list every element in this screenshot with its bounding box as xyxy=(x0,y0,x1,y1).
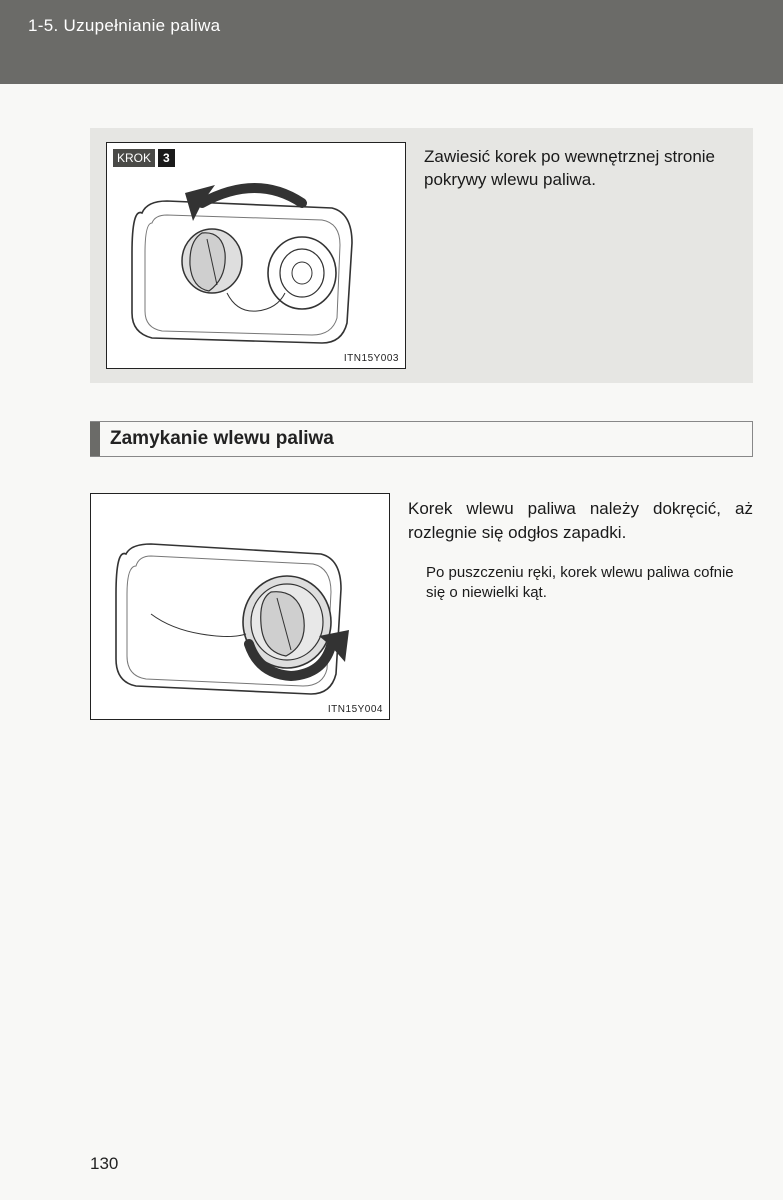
section-header: 1-5. Uzupełnianie paliwa xyxy=(0,0,783,84)
closing-main-text: Korek wlewu paliwa należy do­kręcić, aż … xyxy=(408,497,753,545)
step-badge-label: KROK xyxy=(113,149,155,167)
step-3-illustration: KROK 3 ITN15Y003 xyxy=(106,142,406,369)
step-3-text: Zawiesić korek po wewnętrznej stronie po… xyxy=(424,142,737,369)
closing-text-block: Korek wlewu paliwa należy do­kręcić, aż … xyxy=(408,493,753,720)
fuel-cap-close-diagram xyxy=(91,494,391,721)
fuel-cap-open-diagram xyxy=(107,143,407,370)
step-badge: KROK 3 xyxy=(113,149,175,167)
section-heading: Zamykanie wlewu paliwa xyxy=(90,421,753,457)
section-heading-text: Zamykanie wlewu paliwa xyxy=(100,422,344,456)
step-badge-number: 3 xyxy=(158,149,175,167)
section-heading-accent xyxy=(90,422,100,456)
page-number: 130 xyxy=(90,1154,118,1174)
image-code: ITN15Y003 xyxy=(344,353,399,364)
closing-illustration: ITN15Y004 xyxy=(90,493,390,720)
closing-step-box: ITN15Y004 Korek wlewu paliwa należy do­k… xyxy=(90,493,753,720)
image-code: ITN15Y004 xyxy=(328,704,383,715)
step-3-box: KROK 3 ITN15Y003 Zawiesić korek po wewnę… xyxy=(90,128,753,383)
breadcrumb: 1-5. Uzupełnianie paliwa xyxy=(28,16,220,35)
closing-sub-text: Po puszczeniu ręki, korek wlewu paliwa c… xyxy=(426,563,753,604)
